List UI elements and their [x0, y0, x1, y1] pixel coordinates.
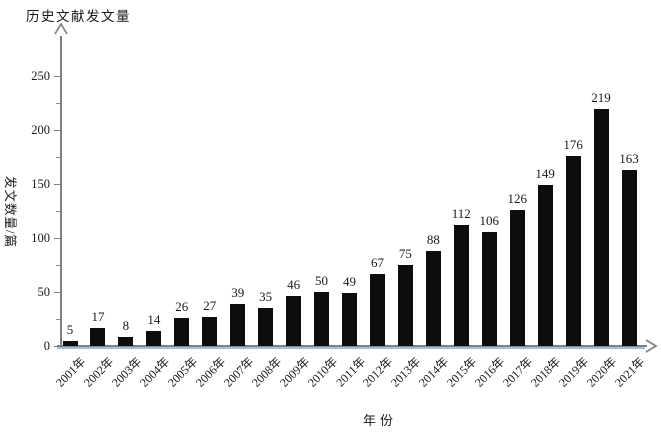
bar-value-label: 126	[507, 190, 527, 206]
x-axis-tick-label: 2014年	[416, 354, 452, 390]
x-axis-tick-label: 2016年	[472, 354, 508, 390]
chart-title: 历史文献发文量	[26, 9, 131, 24]
bar-value-label: 14	[147, 311, 161, 327]
x-axis-tick-label: 2001年	[52, 354, 89, 390]
y-axis-line	[60, 36, 62, 347]
x-axis-tick-label: 2019年	[556, 354, 592, 390]
x-axis-baseline-accent	[57, 347, 645, 349]
y-axis-tick-label: 0	[43, 339, 50, 353]
bar	[342, 293, 357, 346]
y-axis-arrow-up-icon	[54, 22, 68, 35]
y-axis-minor-tick	[56, 156, 60, 158]
x-axis-tick-label: 2021年	[611, 354, 648, 390]
bar	[286, 296, 302, 346]
bar-value-label: 219	[591, 90, 611, 106]
y-axis-minor-tick	[56, 210, 60, 212]
bar-value-label: 163	[619, 150, 639, 166]
y-axis-minor-tick	[56, 318, 60, 320]
bar	[230, 303, 246, 346]
bar	[593, 109, 609, 346]
bar	[397, 265, 413, 346]
y-axis-major-tick	[54, 237, 60, 239]
y-axis-tick-label: 50	[37, 285, 51, 299]
bar	[369, 273, 385, 346]
bar	[202, 316, 218, 346]
bar-value-label: 67	[370, 254, 384, 270]
x-axis-arrow-right-icon	[645, 339, 658, 353]
y-axis-minor-tick	[56, 102, 60, 104]
x-axis-tick-label: 2008年	[248, 354, 284, 390]
bar-value-label: 88	[426, 231, 440, 247]
x-axis-tick-label: 2005年	[164, 354, 201, 390]
bar-value-label: 49	[343, 274, 356, 290]
x-axis-tick-label: 2011年	[332, 354, 368, 390]
bar-value-label: 75	[398, 246, 412, 261]
bar-value-label: 112	[451, 206, 471, 222]
x-axis-tick-label: 2009年	[276, 354, 312, 390]
bar	[314, 292, 330, 346]
bar-value-label: 176	[563, 136, 583, 152]
x-axis-tick-label: 2018年	[528, 354, 564, 390]
bar-value-label: 39	[231, 284, 245, 300]
y-axis-tick-label: 100	[31, 231, 50, 245]
bar	[621, 169, 637, 346]
bar-value-label: 149	[535, 166, 555, 182]
bar-value-label: 46	[287, 277, 301, 293]
bar	[481, 231, 497, 346]
x-axis-tick-label: 2017年	[500, 354, 536, 390]
bar	[118, 337, 134, 346]
x-axis-title: 年份	[362, 413, 397, 428]
bar-value-label: 26	[175, 298, 189, 314]
y-axis-tick-label: 150	[31, 177, 50, 191]
x-axis-tick-label: 2003年	[108, 354, 145, 390]
bar-value-label: 5	[66, 321, 74, 337]
bar	[509, 209, 525, 346]
bar	[146, 330, 162, 346]
bar	[565, 155, 581, 346]
bar	[425, 250, 441, 346]
bar-value-label: 8	[122, 318, 130, 334]
x-axis-tick-label: 2020年	[583, 354, 620, 390]
bar-value-label: 50	[315, 273, 329, 288]
x-axis-tick-label: 2004年	[136, 354, 173, 390]
y-axis-major-tick	[54, 291, 60, 293]
x-axis-tick-label: 2013年	[388, 354, 424, 390]
x-axis-tick-label: 2002年	[80, 354, 117, 390]
y-axis-tick-label: 250	[31, 69, 50, 83]
y-axis-minor-tick	[56, 264, 60, 266]
bar	[62, 340, 78, 346]
y-axis-tick-label: 200	[31, 123, 50, 137]
y-axis-major-tick	[54, 345, 60, 347]
bar-value-label: 27	[203, 297, 217, 313]
x-axis-tick-label: 2007年	[220, 354, 257, 390]
x-axis-tick-label: 2012年	[360, 354, 396, 390]
bar-value-label: 17	[91, 308, 105, 324]
y-axis-major-tick	[54, 75, 60, 77]
bar-value-label: 106	[479, 212, 500, 228]
bar	[174, 317, 190, 346]
x-axis-line	[57, 345, 647, 347]
bar-value-label: 35	[259, 289, 273, 305]
bar	[258, 308, 274, 346]
bar	[537, 185, 553, 346]
y-axis-major-tick	[54, 129, 60, 131]
bar	[453, 225, 469, 346]
y-axis-major-tick	[54, 183, 60, 185]
x-axis-tick-label: 2015年	[444, 354, 480, 390]
x-axis-tick-label: 2010年	[304, 354, 340, 390]
bar	[90, 327, 106, 346]
x-axis-tick-label: 2006年	[192, 354, 229, 390]
